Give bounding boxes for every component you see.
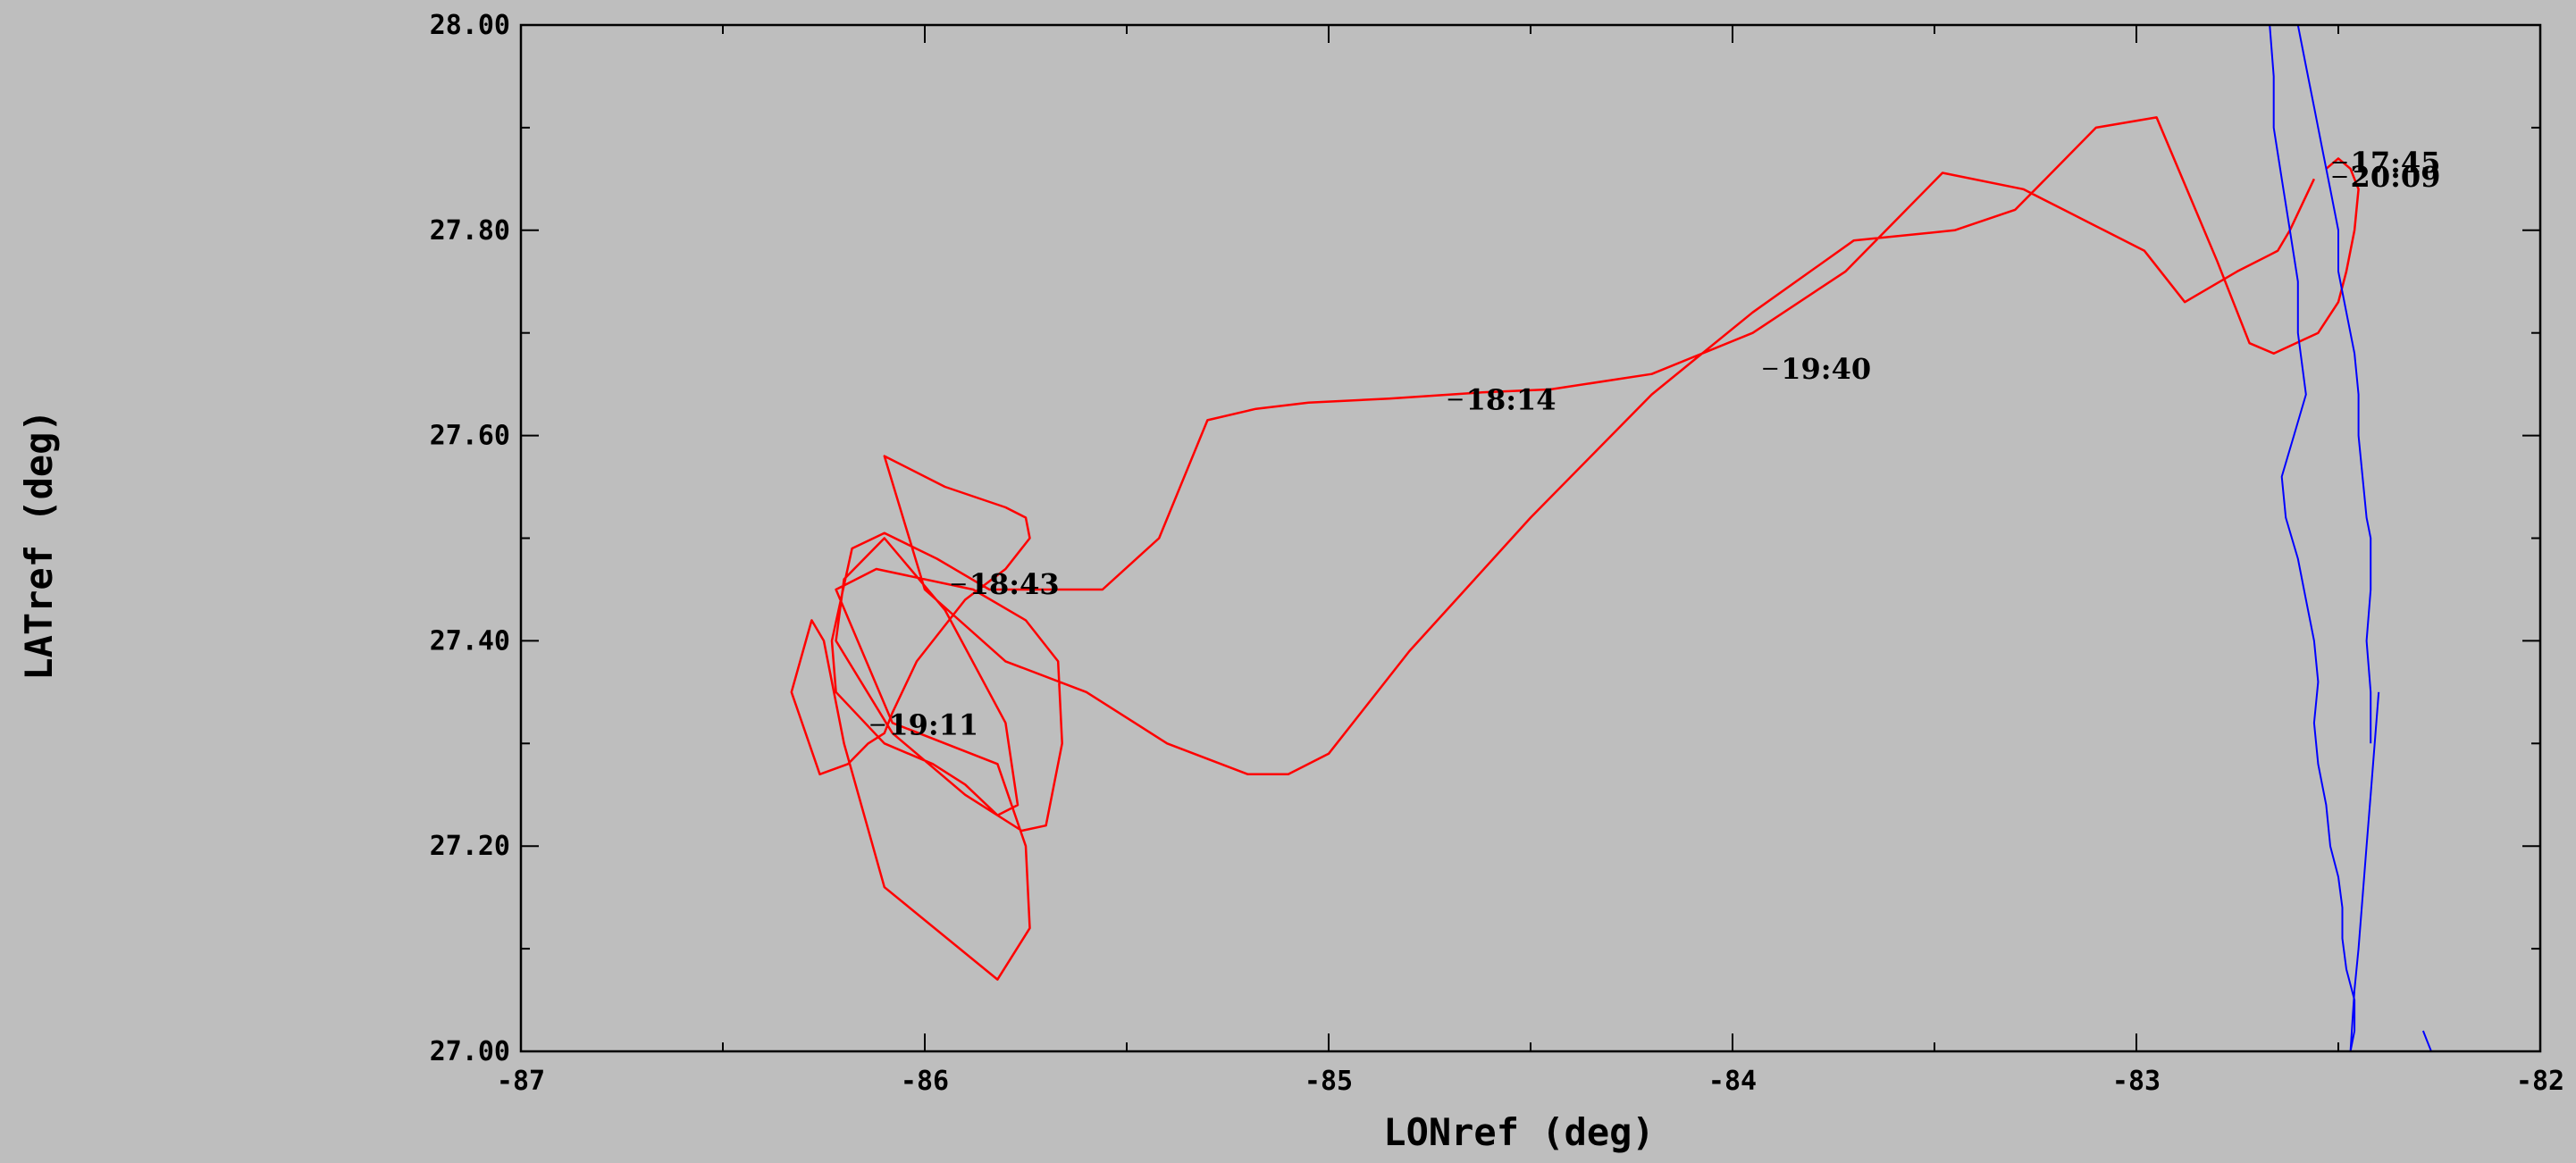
time-annotation: 19:11	[888, 708, 978, 742]
x-tick-label: -83	[2112, 1066, 2161, 1097]
time-annotation: 19:40	[1781, 352, 1871, 386]
axis-ticks: -87 -86 -85 -84 -83 -82 27.00 27.20 27.40 27.60 27…	[430, 10, 2564, 1097]
y-tick-label: 27.80	[430, 215, 510, 247]
coastline-line	[2269, 25, 2380, 1051]
y-tick-label: 27.00	[430, 1036, 510, 1067]
flight-track-line	[790, 116, 2360, 981]
x-tick-label: -84	[1708, 1066, 1757, 1097]
y-tick-label: 27.40	[430, 625, 510, 657]
coastline-south-line	[2421, 1030, 2436, 1051]
x-axis-title: LONref (deg)	[1383, 1110, 1654, 1154]
y-tick-label: 27.60	[430, 421, 510, 452]
y-tick-label: 27.20	[430, 831, 510, 862]
y-axis-title: LATref (deg)	[17, 409, 61, 680]
inner-coastline-line	[2296, 25, 2372, 744]
time-annotation: 20:09	[2351, 160, 2441, 194]
time-annotation: 18:14	[1466, 382, 1557, 416]
x-tick-label: -82	[2516, 1066, 2564, 1097]
x-tick-label: -85	[1305, 1066, 1353, 1097]
time-annotation: 17:45	[2351, 146, 2441, 180]
x-tick-label: -86	[901, 1066, 949, 1097]
x-tick-label: -87	[497, 1066, 545, 1097]
plot-area	[790, 25, 2436, 1051]
time-annotation: 18:43	[969, 567, 1060, 601]
y-tick-label: 28.00	[430, 10, 510, 41]
